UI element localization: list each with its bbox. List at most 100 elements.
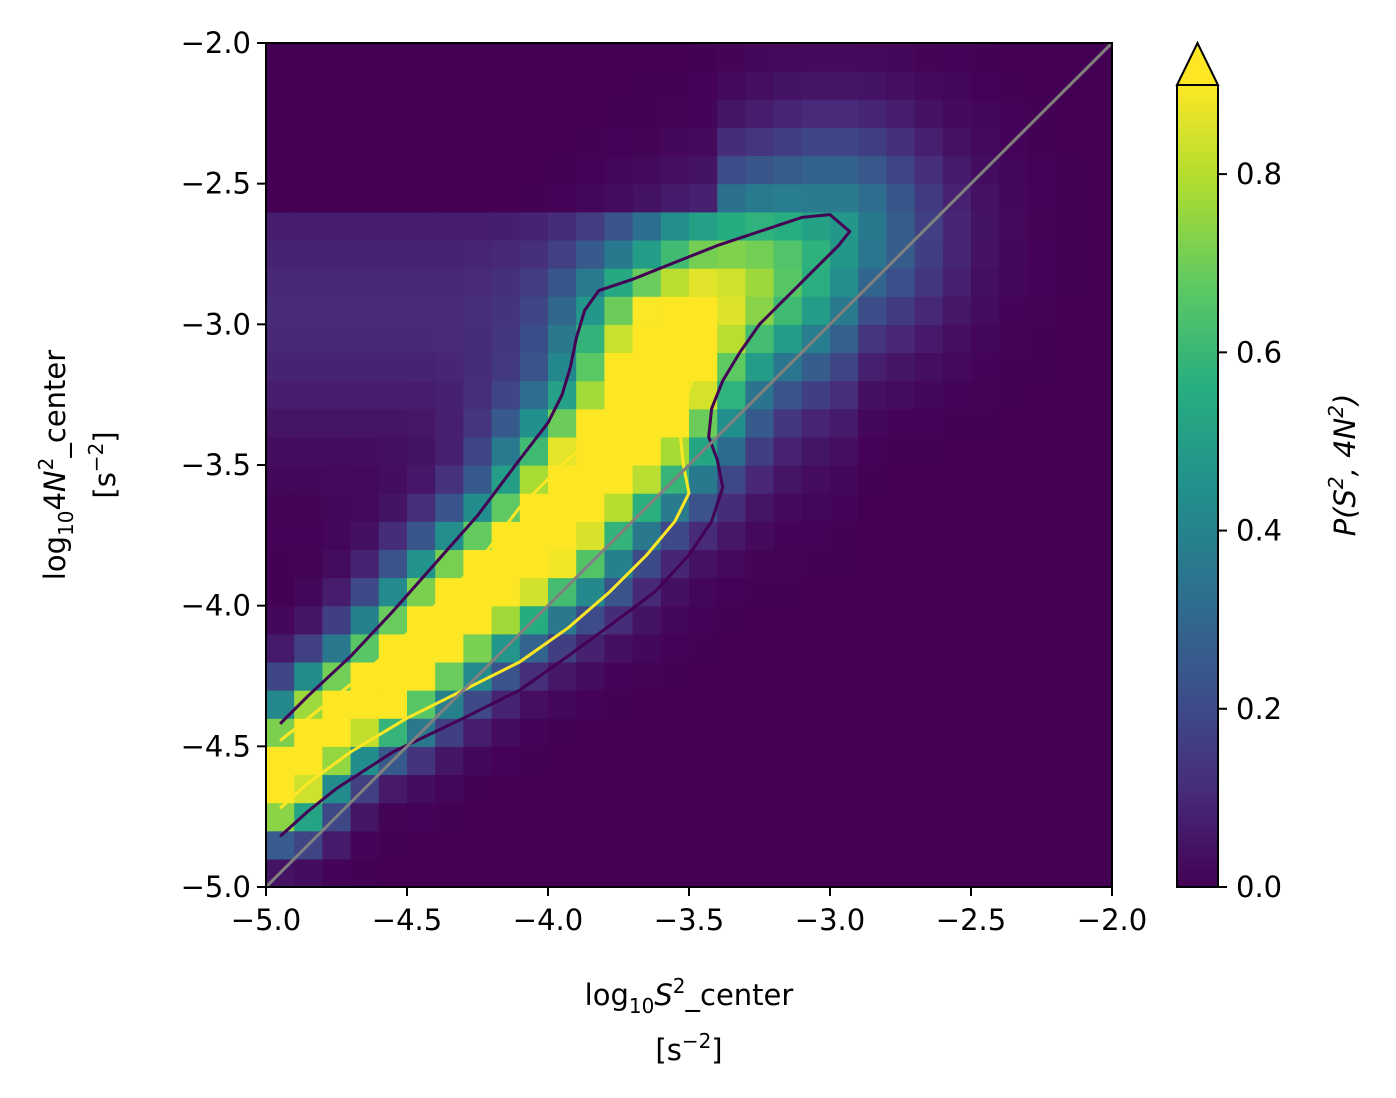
heatmap-cell [1027,183,1057,213]
y-tick-label: −4.0 [181,589,251,623]
y-label-four: 4 [38,492,72,510]
heatmap-cell [1055,577,1085,607]
heatmap-cell [745,127,775,157]
heatmap-cell [914,858,944,887]
heatmap-cell [801,380,831,410]
heatmap-cell [1055,155,1085,185]
heatmap-cell [491,183,521,213]
heatmap-cell [632,577,662,607]
heatmap-cell [519,155,549,185]
heatmap-cell [576,465,605,494]
heatmap-cell [294,802,323,832]
heatmap-cell [886,155,916,185]
heatmap-cell [463,577,493,607]
colorbar-tick-label: 0.6 [1236,335,1282,369]
heatmap-cell [322,465,352,494]
heatmap-cell [322,127,352,157]
cbar-label-a: P(S [1328,489,1362,536]
heatmap-cell [942,774,972,804]
heatmap-cell [914,521,944,550]
heatmap-cell [294,577,323,607]
heatmap-cell [1055,211,1085,241]
heatmap-cell [914,296,944,325]
heatmap-cell [689,661,718,691]
heatmap-cell [801,239,831,269]
heatmap-cell [886,211,916,241]
heatmap-cell [576,183,605,213]
x-axis-unit: [s−2] [655,1029,722,1067]
heatmap-cell [1055,830,1085,860]
heatmap-cell [914,436,944,466]
heatmap-cell [576,521,605,550]
heatmap-cell [548,268,577,297]
y-axis-unit: [s−2] [84,431,122,498]
heatmap-cell [407,549,436,579]
heatmap-cell [378,802,408,832]
heatmap-cell [999,858,1028,887]
x-unit-close: ] [711,1033,722,1067]
heatmap-cell [350,690,380,719]
heatmap-cell [576,493,605,522]
heatmap-cell [689,774,718,804]
heatmap-cell [942,436,972,466]
heatmap-cell [491,268,521,297]
heatmap-cell [660,521,690,550]
y-unit-close: ] [88,431,122,442]
heatmap-cell [745,296,775,325]
heatmap-cell [294,352,323,382]
heatmap-cell [717,830,746,860]
heatmap-cell [914,239,944,269]
heatmap-cell [435,493,464,522]
heatmap-cell [689,830,718,860]
heatmap-cell [378,324,408,354]
heatmap-cell [322,633,352,663]
heatmap-cell [1027,774,1057,804]
heatmap-cell [294,239,323,269]
heatmap-cell [407,493,436,522]
heatmap-cell [660,43,690,72]
heatmap-cell [548,155,577,185]
heatmap-cell [745,661,775,691]
heatmap-cell [858,493,887,522]
heatmap-cell [971,465,1000,494]
heatmap-cell [1083,605,1112,635]
heatmap-cell [266,549,295,579]
heatmap-cell [830,718,859,747]
heatmap-cell [378,380,408,410]
heatmap-cell [407,436,436,466]
heatmap-cell [435,352,464,382]
heatmap-cell [689,183,718,213]
contour-line-1 [279,353,694,810]
colorbar: 0.00.20.40.60.8 P(S2, 4N2) [1175,40,1362,904]
heatmap-cell [914,380,944,410]
heatmap-cell [604,324,634,354]
heatmap-cell [294,268,323,297]
heatmap-cell [914,746,944,776]
heatmap-cell [1027,661,1057,691]
heatmap-cell [801,746,831,776]
heatmap-cell [1055,296,1085,325]
cbar-label-sup2: 2 [1324,405,1348,418]
heatmap-cell [435,830,464,860]
y-label-log: log [38,536,72,580]
heatmap-cell [548,718,577,747]
heatmap-cell [942,661,972,691]
heatmap-cell [632,352,662,382]
heatmap-cell [350,127,380,157]
heatmap-cell [378,43,408,72]
heatmap-cell [266,465,295,494]
heatmap-cell [886,830,916,860]
heatmap-cell [294,858,323,887]
heatmap-cell [858,352,887,382]
heatmap-cell [407,296,436,325]
heatmap-cell [689,155,718,185]
heatmap-cell [576,127,605,157]
heatmap-cell [350,239,380,269]
heatmap-cell [491,577,521,607]
heatmap-cell [942,858,972,887]
heatmap-cell [1027,858,1057,887]
heatmap-cell [801,352,831,382]
heatmap-cell [491,493,521,522]
heatmap-cell [576,380,605,410]
heatmap-cell [576,211,605,241]
